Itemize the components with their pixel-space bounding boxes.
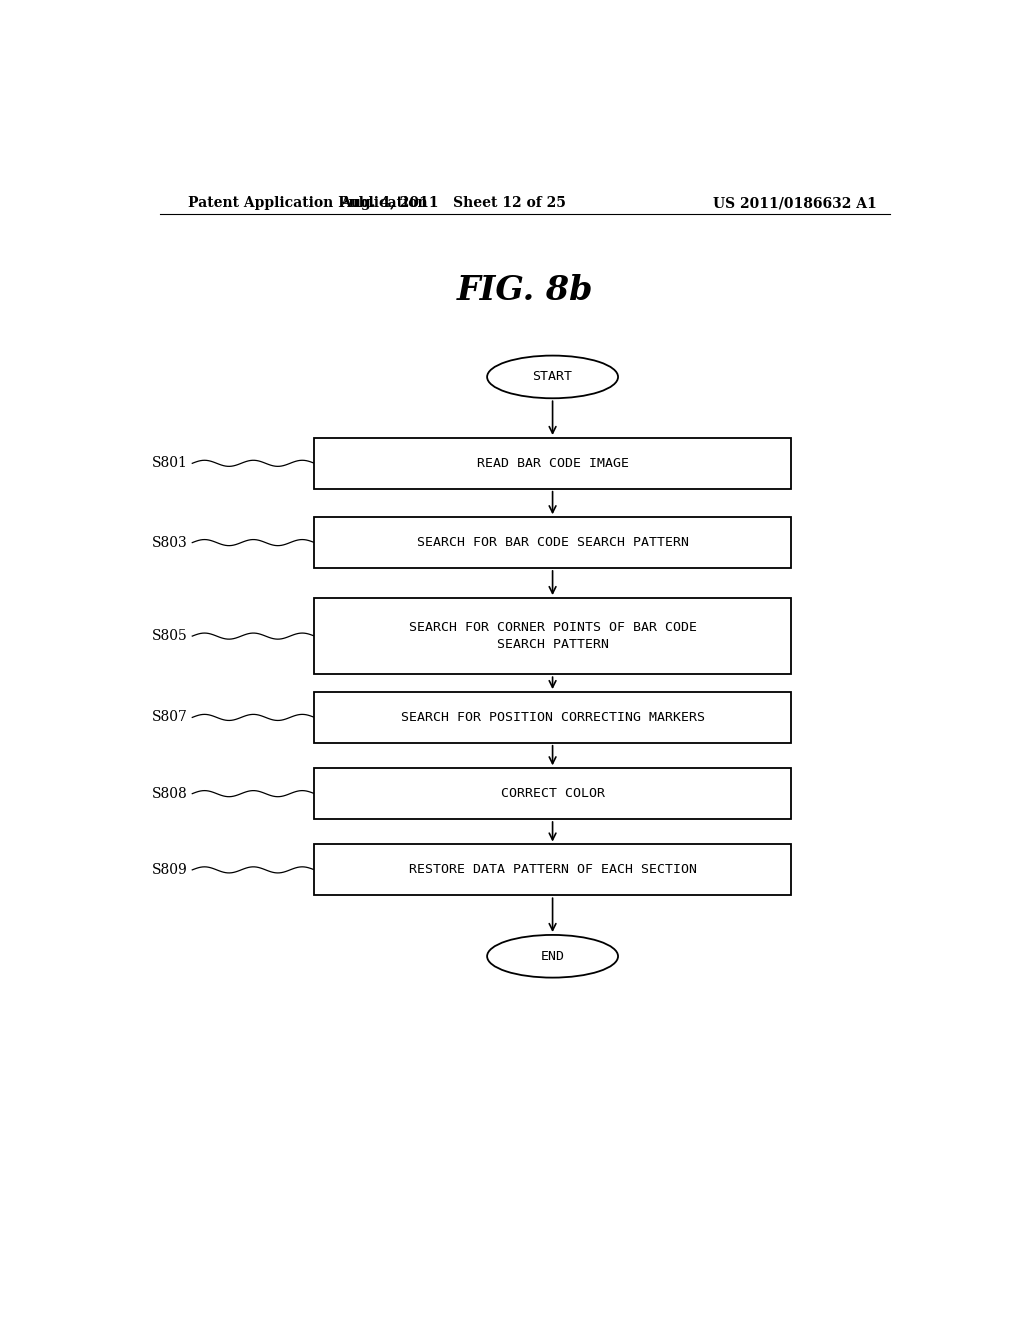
Text: SEARCH FOR POSITION CORRECTING MARKERS: SEARCH FOR POSITION CORRECTING MARKERS — [400, 711, 705, 723]
Text: RESTORE DATA PATTERN OF EACH SECTION: RESTORE DATA PATTERN OF EACH SECTION — [409, 863, 696, 876]
Text: S808: S808 — [152, 787, 187, 801]
Bar — [314, 438, 791, 488]
Bar — [314, 845, 791, 895]
Text: START: START — [532, 371, 572, 383]
Bar — [314, 692, 791, 743]
Text: CORRECT COLOR: CORRECT COLOR — [501, 787, 604, 800]
Bar — [314, 768, 791, 818]
Bar — [314, 517, 791, 568]
Text: FIG. 8b: FIG. 8b — [457, 275, 593, 308]
Text: S801: S801 — [152, 457, 187, 470]
Ellipse shape — [487, 935, 618, 978]
Ellipse shape — [487, 355, 618, 399]
Text: S805: S805 — [152, 630, 187, 643]
Text: READ BAR CODE IMAGE: READ BAR CODE IMAGE — [476, 457, 629, 470]
Text: Aug. 4, 2011   Sheet 12 of 25: Aug. 4, 2011 Sheet 12 of 25 — [340, 197, 566, 210]
Text: S803: S803 — [152, 536, 187, 549]
Bar — [314, 598, 791, 675]
Text: S807: S807 — [152, 710, 187, 725]
Text: S809: S809 — [152, 863, 187, 876]
Text: END: END — [541, 950, 564, 962]
Text: Patent Application Publication: Patent Application Publication — [187, 197, 427, 210]
Text: US 2011/0186632 A1: US 2011/0186632 A1 — [713, 197, 877, 210]
Text: SEARCH FOR BAR CODE SEARCH PATTERN: SEARCH FOR BAR CODE SEARCH PATTERN — [417, 536, 688, 549]
Text: SEARCH FOR CORNER POINTS OF BAR CODE
SEARCH PATTERN: SEARCH FOR CORNER POINTS OF BAR CODE SEA… — [409, 622, 696, 651]
